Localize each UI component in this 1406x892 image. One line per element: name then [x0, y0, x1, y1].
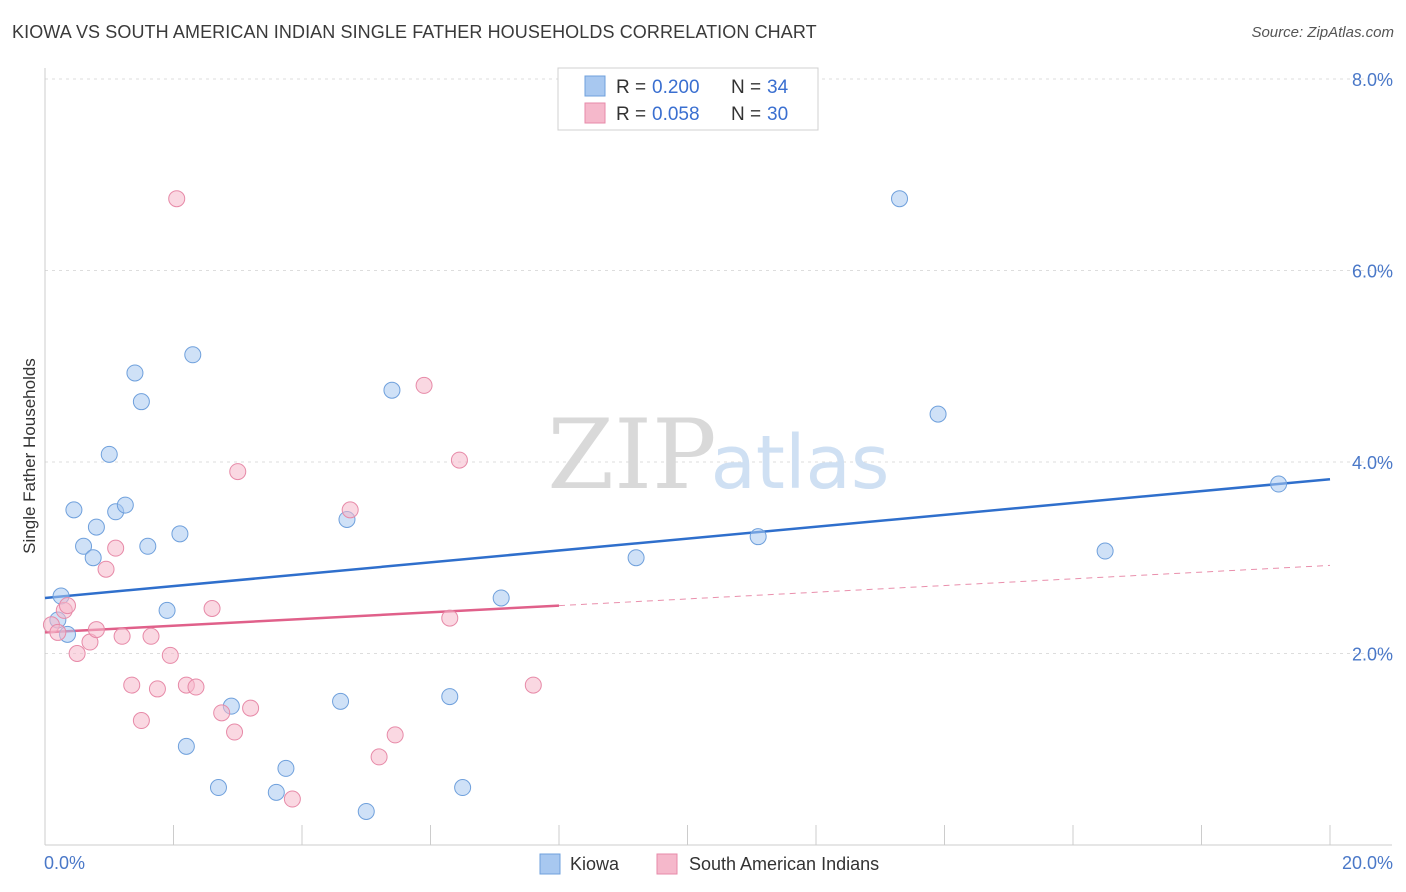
legend-swatch-sai [584, 102, 606, 124]
legend-bottom: Kiowa South American Indians [539, 853, 879, 875]
point-series1-21 [229, 463, 247, 481]
point-series1-10 [123, 676, 141, 694]
point-series1-22 [242, 699, 260, 717]
point-series1-12 [142, 627, 160, 645]
y-tick-label-2: 6.0% [1352, 262, 1393, 282]
y-tick-label-0: 2.0% [1352, 645, 1393, 665]
point-series0-24 [383, 381, 401, 399]
point-series1-30 [524, 676, 542, 694]
y-axis-label: Single Father Households [20, 358, 39, 554]
point-series1-9 [113, 627, 131, 645]
point-series0-32 [1096, 542, 1114, 560]
point-series1-15 [168, 190, 186, 208]
point-series1-23 [283, 790, 301, 808]
point-series1-14 [161, 646, 179, 664]
legend-r-value-kiowa: 0.200 [652, 77, 700, 98]
legend-n-value-kiowa: 34 [767, 77, 789, 98]
point-series1-17 [187, 678, 205, 696]
watermark-zip: ZIP [547, 399, 716, 511]
legend-swatch-kiowa [584, 75, 606, 97]
x-tick-label-max: 20.0% [1342, 853, 1393, 873]
point-series0-28 [627, 549, 645, 567]
trend-line-dashed-1 [558, 564, 1331, 607]
point-series0-30 [891, 190, 909, 208]
point-series1-25 [370, 748, 388, 766]
bottom-legend-label-kiowa: Kiowa [570, 854, 620, 874]
point-series0-14 [171, 525, 189, 543]
point-series0-12 [139, 537, 157, 555]
trend-line-1 [44, 604, 560, 634]
point-series1-19 [213, 704, 231, 722]
legend-n-label-kiowa: N = [731, 77, 761, 98]
point-series1-27 [415, 376, 433, 394]
point-series1-6 [87, 621, 105, 639]
point-series1-29 [450, 451, 468, 469]
point-series0-16 [184, 346, 202, 364]
point-series1-26 [386, 726, 404, 744]
watermark-atlas: atlas [711, 420, 890, 506]
point-series1-3 [58, 597, 76, 615]
point-series1-7 [97, 560, 115, 578]
legend-r-label-kiowa: R = [616, 77, 646, 98]
point-series0-31 [929, 405, 947, 423]
point-series0-11 [132, 393, 150, 411]
legend-r-value-sai: 0.058 [652, 104, 700, 125]
x-tick-label-min: 0.0% [44, 853, 85, 873]
point-series0-3 [65, 501, 83, 519]
point-series0-25 [441, 688, 459, 706]
point-series0-20 [277, 759, 295, 777]
point-series0-21 [332, 692, 350, 710]
y-tick-label-3: 8.0% [1352, 70, 1393, 90]
legend-n-label-sai: N = [731, 104, 761, 125]
bottom-legend-label-sai: South American Indians [689, 854, 879, 874]
grid-lines [45, 78, 1392, 654]
point-series1-24 [341, 501, 359, 519]
point-series0-9 [116, 496, 134, 514]
point-series1-20 [226, 723, 244, 741]
point-series0-13 [158, 601, 176, 619]
legend-n-value-sai: 30 [767, 104, 788, 125]
point-series0-27 [492, 589, 510, 607]
point-series0-33 [1270, 475, 1288, 493]
point-series1-11 [132, 712, 150, 730]
point-series1-13 [148, 680, 166, 698]
bottom-legend-swatch-sai [656, 853, 678, 875]
point-series1-28 [441, 609, 459, 627]
tick-labels: 2.0% 4.0% 6.0% 8.0% 0.0% 20.0% [44, 70, 1393, 873]
bottom-legend-swatch-kiowa [539, 853, 561, 875]
source-label: Source: ZipAtlas.com [1251, 24, 1394, 41]
point-series1-1 [49, 623, 67, 641]
chart-title: KIOWA VS SOUTH AMERICAN INDIAN SINGLE FA… [12, 22, 817, 42]
point-series1-18 [203, 599, 221, 617]
data-points [42, 190, 1288, 820]
legend-top: R = 0.200 N = 34 R = 0.058 N = 30 [557, 67, 819, 131]
y-tick-label-1: 4.0% [1352, 453, 1393, 473]
point-series1-8 [107, 539, 125, 557]
axes [44, 68, 1392, 846]
point-series0-19 [267, 783, 285, 801]
point-series0-26 [454, 779, 472, 797]
point-series1-4 [68, 645, 86, 662]
point-series0-23 [357, 802, 375, 820]
point-series0-15 [177, 737, 195, 755]
watermark: ZIP atlas [547, 399, 889, 511]
point-series0-10 [126, 364, 144, 382]
trend-line-0 [44, 477, 1331, 600]
trend-lines [44, 477, 1331, 634]
point-series0-5 [84, 549, 102, 567]
legend-r-label-sai: R = [616, 104, 646, 125]
point-series0-4 [75, 537, 93, 555]
point-series0-29 [749, 528, 767, 546]
point-series0-6 [87, 518, 105, 536]
point-series0-7 [100, 445, 118, 463]
point-series0-17 [209, 779, 227, 797]
